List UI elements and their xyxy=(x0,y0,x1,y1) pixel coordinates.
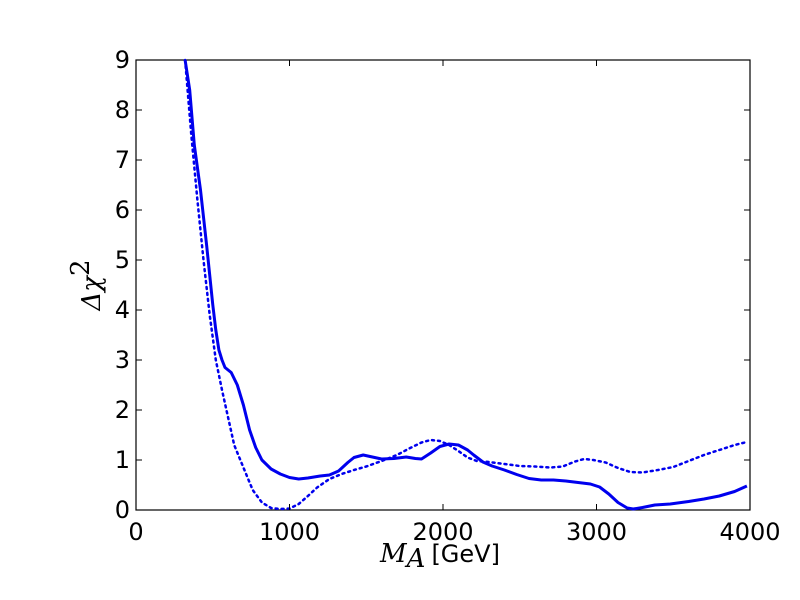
x-axis-label-symbol: M xyxy=(379,539,408,569)
x-axis-label-subscript: A xyxy=(405,544,426,574)
series-layer xyxy=(183,58,749,511)
y-ticks: 0 1 2 3 4 5 6 7 8 9 xyxy=(115,46,750,524)
y-tick-label: 2 xyxy=(115,396,130,424)
series-line-dotted xyxy=(183,58,749,511)
y-tick-label: 5 xyxy=(115,246,130,274)
plot-area xyxy=(135,59,751,511)
y-tick-label: 3 xyxy=(115,346,130,374)
x-axis-label: MA [GeV] xyxy=(379,539,500,574)
x-tick-label: 0 xyxy=(128,518,143,546)
x-tick-label: 1000 xyxy=(259,518,320,546)
y-axis-label: Δχ2 xyxy=(66,259,107,311)
y-tick-label: 1 xyxy=(115,446,130,474)
x-tick-label: 3000 xyxy=(566,518,627,546)
x-tick-label: 2000 xyxy=(412,518,473,546)
y-axis-label-superscript: 2 xyxy=(66,259,96,276)
y-tick-label: 9 xyxy=(115,46,130,74)
y-tick-label: 8 xyxy=(115,96,130,124)
x-tick-label: 4000 xyxy=(719,518,780,546)
y-tick-label: 0 xyxy=(115,496,130,524)
x-axis-label-unit: [GeV] xyxy=(431,540,500,568)
y-tick-label: 4 xyxy=(115,296,130,324)
plot-frame xyxy=(135,59,751,511)
y-tick-label: 6 xyxy=(115,196,130,224)
y-axis-label-symbol: Δχ xyxy=(77,274,107,312)
x-ticks: 0 1000 2000 3000 4000 xyxy=(128,60,781,546)
series-line-solid xyxy=(183,59,748,511)
y-tick-label: 7 xyxy=(115,146,130,174)
